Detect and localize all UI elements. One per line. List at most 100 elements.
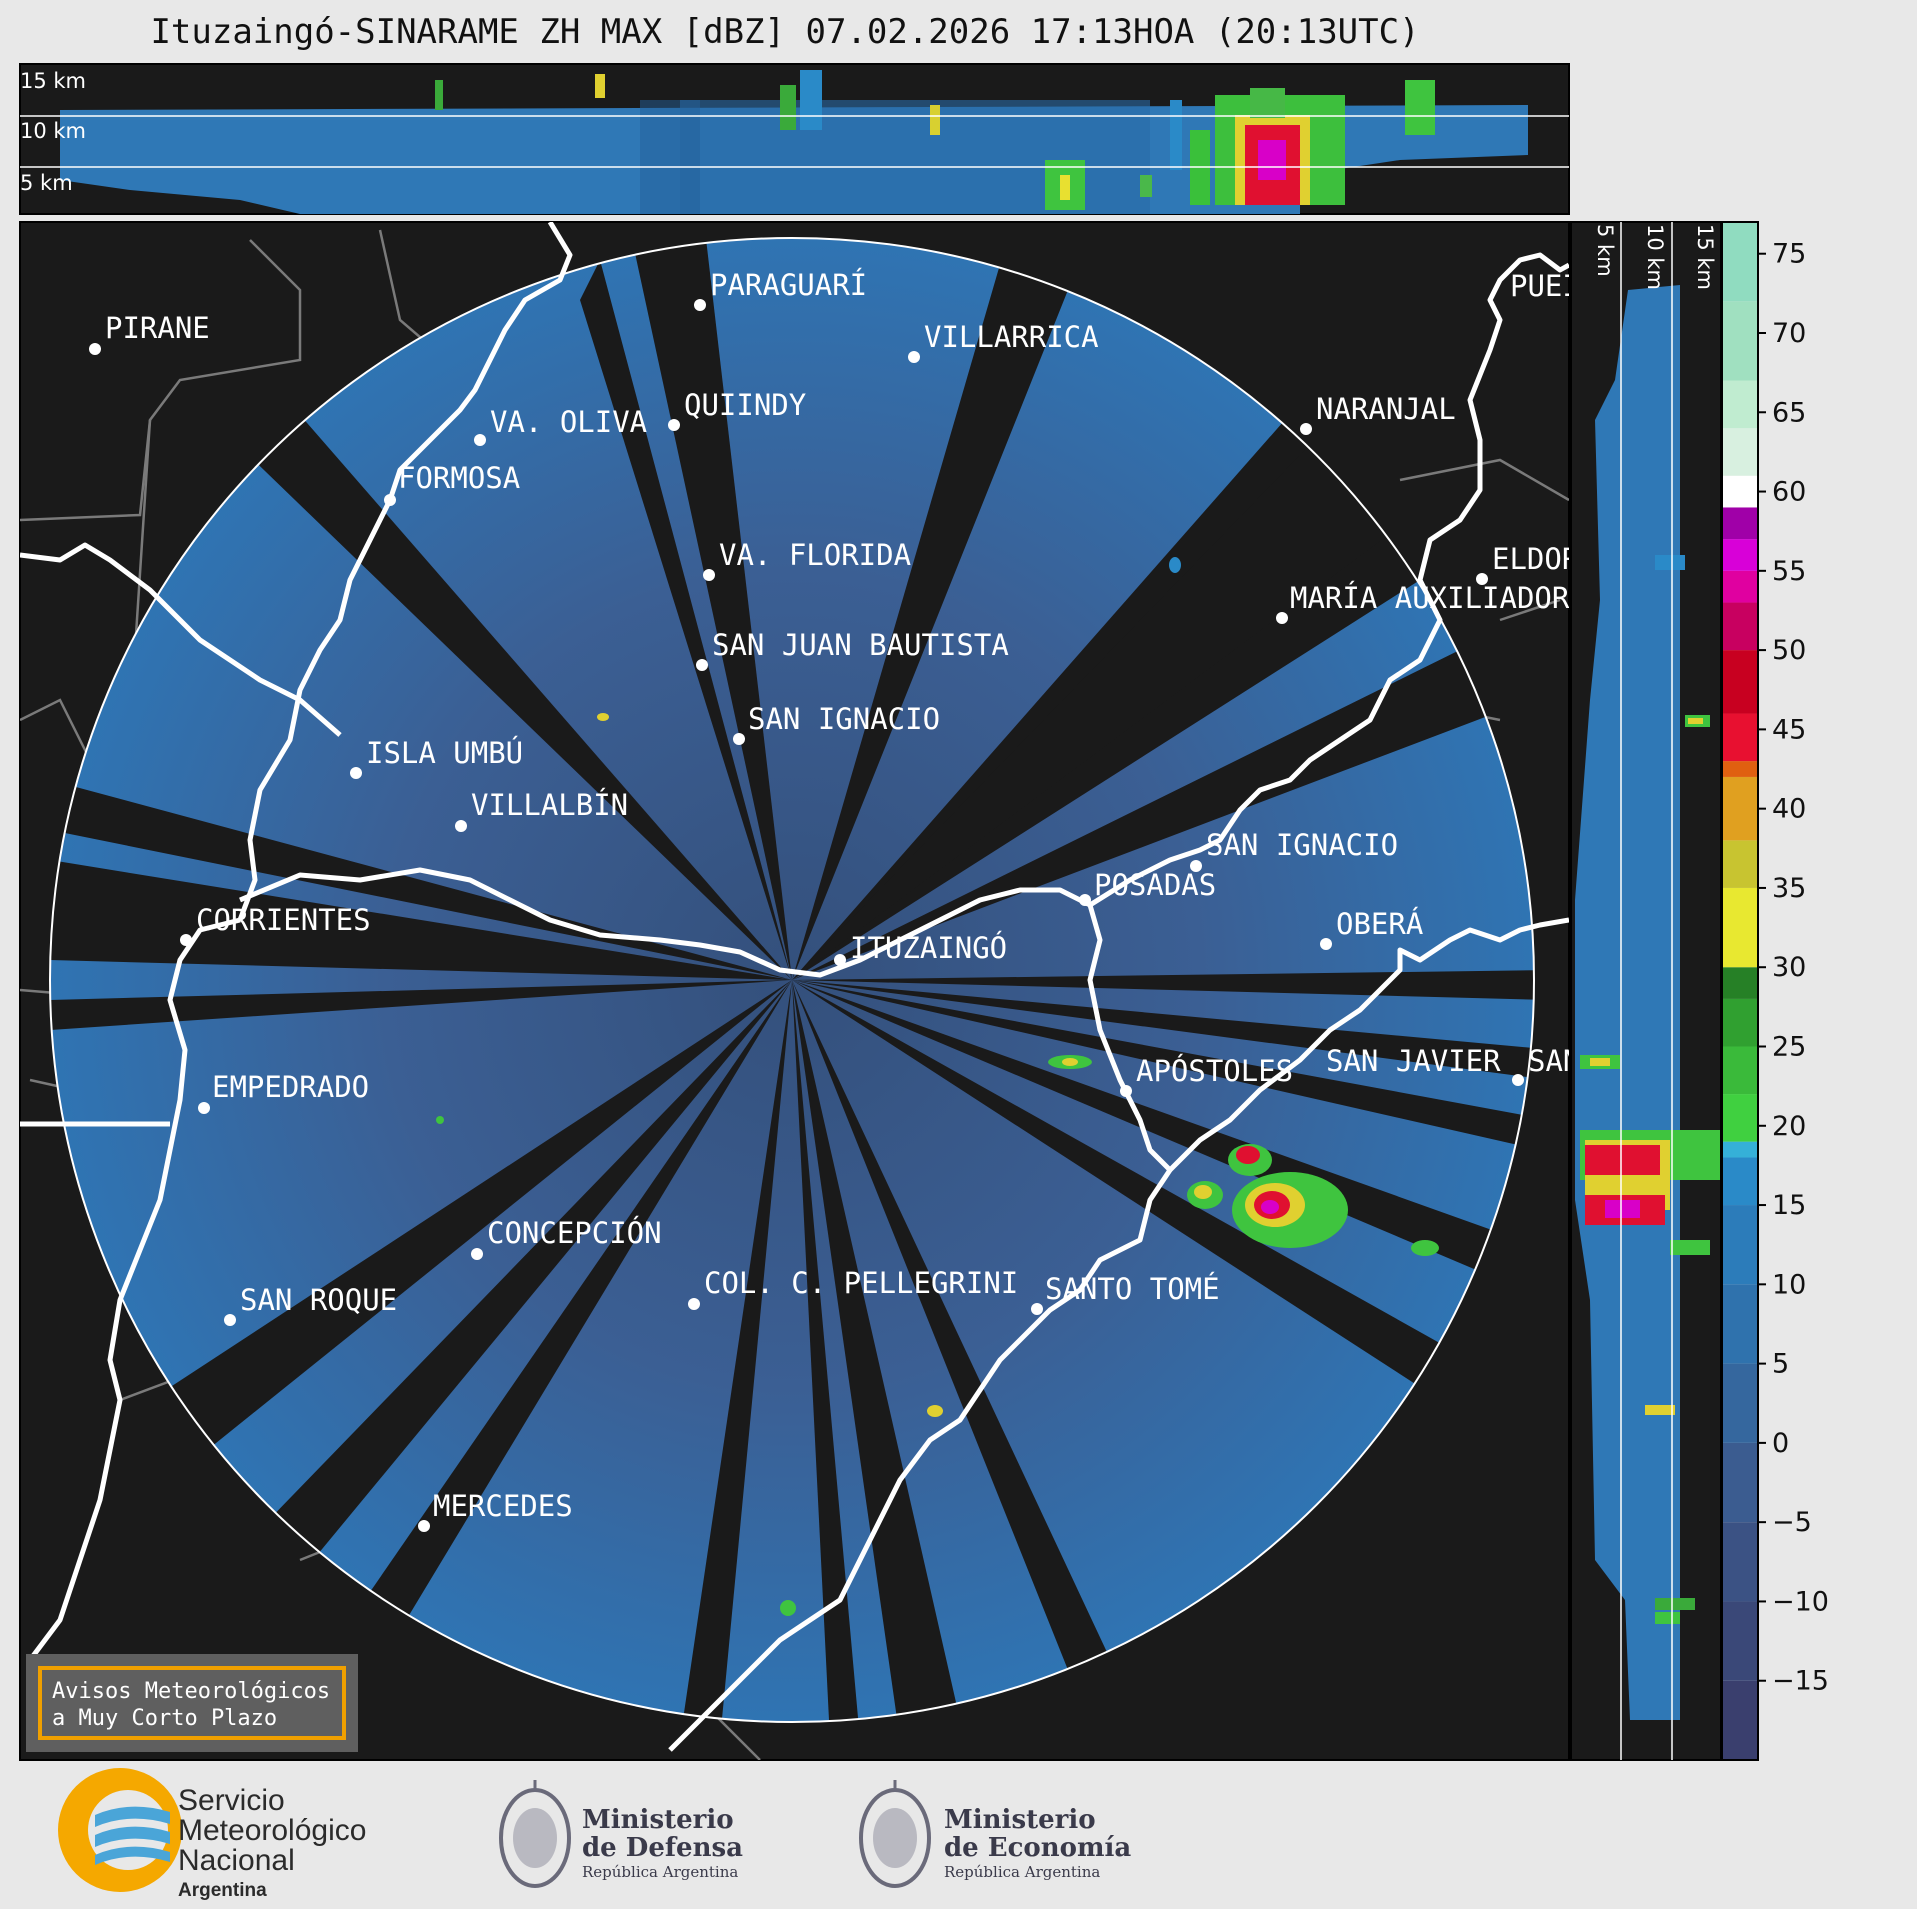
city-label-santo-tome: SANTO TOMÉ xyxy=(1045,1272,1220,1306)
colorbar-tick-label: 15 xyxy=(1772,1190,1806,1221)
colorbar-tick-label: 50 xyxy=(1772,635,1806,666)
city-label-san-javier: SAN JAVIER xyxy=(1326,1044,1501,1078)
side-height-label: 15 km xyxy=(1693,224,1717,290)
city-label-quiindy: QUIINDY xyxy=(684,388,806,422)
colorbar-swatch xyxy=(1722,1522,1758,1602)
city-markers: PIRANE PARAGUARÍ VILLARRICA QUIINDY VA. … xyxy=(89,268,1580,1532)
city-label-mercedes: MERCEDES xyxy=(433,1489,573,1523)
smn-logo xyxy=(58,1768,182,1892)
smn-line-1: Servicio xyxy=(178,1784,285,1817)
warning-box: Avisos Meteorológicos a Muy Corto Plazo xyxy=(26,1654,358,1752)
city-label-villalbin: VILLALBÍN xyxy=(471,788,628,822)
city-label-san-ignacio-ar: SAN IGNACIO xyxy=(1206,828,1398,862)
city-label-va-oliva: VA. OLIVA xyxy=(490,405,647,439)
warning-line-2: a Muy Corto Plazo xyxy=(52,1706,278,1731)
economia-line-2: de Economía xyxy=(944,1833,1132,1863)
city-label-formosa: FORMOSA xyxy=(398,461,520,495)
colorbar-swatch xyxy=(1722,713,1758,762)
colorbar-tick-label: 70 xyxy=(1772,318,1806,349)
economia-line-3: República Argentina xyxy=(944,1863,1101,1881)
city-label-isla-umbu: ISLA UMBÚ xyxy=(366,736,523,770)
defensa-line-1: Ministerio xyxy=(582,1805,734,1835)
colorbar-swatch xyxy=(1722,1094,1758,1142)
colorbar-swatch xyxy=(1722,1442,1758,1523)
colorbar-swatch xyxy=(1722,222,1758,302)
city-label-va-florida: VA. FLORIDA xyxy=(719,538,911,572)
top-cross-section: 15 km 10 km 5 km xyxy=(19,63,1570,215)
colorbar-swatch xyxy=(1722,380,1758,429)
side-cross-section: 5 km 10 km 15 km xyxy=(1570,221,1722,1761)
city-label-col-pellegrini: COL. C. PELLEGRINI xyxy=(704,1266,1018,1300)
colorbar-tick-label: 25 xyxy=(1772,1031,1806,1062)
city-label-puei: PUEI xyxy=(1510,269,1580,303)
city-label-obera: OBERÁ xyxy=(1336,907,1423,941)
defensa-logo-text: Ministerio de Defensa República Argentin… xyxy=(582,1806,743,1882)
city-label-san: SAN xyxy=(1528,1044,1580,1078)
colorbar-tick-label: 30 xyxy=(1772,952,1806,983)
economia-seal-icon xyxy=(859,1780,931,1888)
colorbar-swatch xyxy=(1722,1046,1758,1095)
city-label-pirane: PIRANE xyxy=(105,311,210,345)
city-label-corrientes: CORRIENTES xyxy=(196,903,371,937)
city-label-empedrado: EMPEDRADO xyxy=(212,1070,369,1104)
colorbar-tick-label: −10 xyxy=(1772,1586,1829,1617)
city-label-maria-auxiliador: MARÍA AUXILIADOR xyxy=(1290,581,1570,615)
colorbar-swatch xyxy=(1722,1141,1758,1158)
top-height-label: 10 km xyxy=(20,119,86,143)
colorbar-swatch xyxy=(1722,539,1758,571)
city-label-naranjal: NARANJAL xyxy=(1316,392,1456,426)
colorbar-tick-label: 55 xyxy=(1772,556,1806,587)
city-label-villarrica: VILLARRICA xyxy=(924,320,1099,354)
colorbar-tick-label: 0 xyxy=(1772,1428,1789,1459)
smn-line-2: Meteorológico xyxy=(178,1814,367,1847)
colorbar-swatch xyxy=(1722,967,1758,999)
colorbar-swatch xyxy=(1722,761,1758,777)
defensa-seal-icon xyxy=(499,1780,571,1888)
colorbar-swatch xyxy=(1722,570,1758,603)
chart-title: Ituzaingó-SINARAME ZH MAX [dBZ] 07.02.20… xyxy=(150,12,1420,52)
colorbar-swatch xyxy=(1722,301,1758,381)
colorbar-swatch xyxy=(1722,840,1758,888)
smn-logo-text: Servicio Meteorológico Nacional Argentin… xyxy=(178,1786,366,1906)
city-label-san-roque: SAN ROQUE xyxy=(240,1283,397,1317)
colorbar-swatch xyxy=(1722,998,1758,1047)
side-height-label: 10 km xyxy=(1643,224,1667,290)
colorbar-tick-label: −15 xyxy=(1772,1666,1829,1697)
colorbar-swatch xyxy=(1722,602,1758,651)
colorbar-tick-label: 75 xyxy=(1772,239,1806,270)
colorbar-swatch xyxy=(1722,776,1758,841)
colorbar-tick-label: 5 xyxy=(1772,1349,1789,1380)
economia-line-1: Ministerio xyxy=(944,1805,1096,1835)
colorbar-swatch xyxy=(1722,1157,1758,1206)
economia-logo-text: Ministerio de Economía República Argenti… xyxy=(944,1806,1131,1882)
colorbar-swatch xyxy=(1722,1205,1758,1285)
colorbar-swatch xyxy=(1722,887,1758,968)
colorbar-swatch xyxy=(1722,1680,1758,1760)
warning-line-1: Avisos Meteorológicos xyxy=(52,1679,331,1704)
city-label-posadas: POSADAS xyxy=(1094,868,1216,902)
city-label-eldor: ELDOR xyxy=(1492,542,1580,576)
radar-coverage xyxy=(50,238,1534,1722)
colorbar-swatch xyxy=(1722,1284,1758,1364)
colorbar-tick-label: 20 xyxy=(1772,1111,1806,1142)
colorbar-tick-label: 35 xyxy=(1772,873,1806,904)
colorbar-swatch xyxy=(1722,650,1758,714)
radar-map: PIRANE PARAGUARÍ VILLARRICA QUIINDY VA. … xyxy=(19,221,1580,1761)
top-height-label: 15 km xyxy=(20,69,86,93)
colorbar-tick-label: 45 xyxy=(1772,714,1806,745)
smn-line-3: Nacional xyxy=(178,1844,295,1877)
city-label-concepcion: CONCEPCIÓN xyxy=(487,1216,662,1250)
city-label-apostoles: APÓSTOLES xyxy=(1136,1054,1293,1088)
top-height-label: 5 km xyxy=(20,171,73,195)
smn-line-4: Argentina xyxy=(178,1880,267,1901)
city-label-paraguari: PARAGUARÍ xyxy=(710,268,867,302)
colorbar-tick-label: 65 xyxy=(1772,397,1806,428)
colorbar-swatch xyxy=(1722,475,1758,508)
city-label-san-ignacio-py: SAN IGNACIO xyxy=(748,702,940,736)
colorbar-tick-label: 40 xyxy=(1772,794,1806,825)
side-height-label: 5 km xyxy=(1593,224,1617,277)
colorbar-swatch xyxy=(1722,428,1758,476)
colorbar-tick-label: 60 xyxy=(1772,477,1806,508)
